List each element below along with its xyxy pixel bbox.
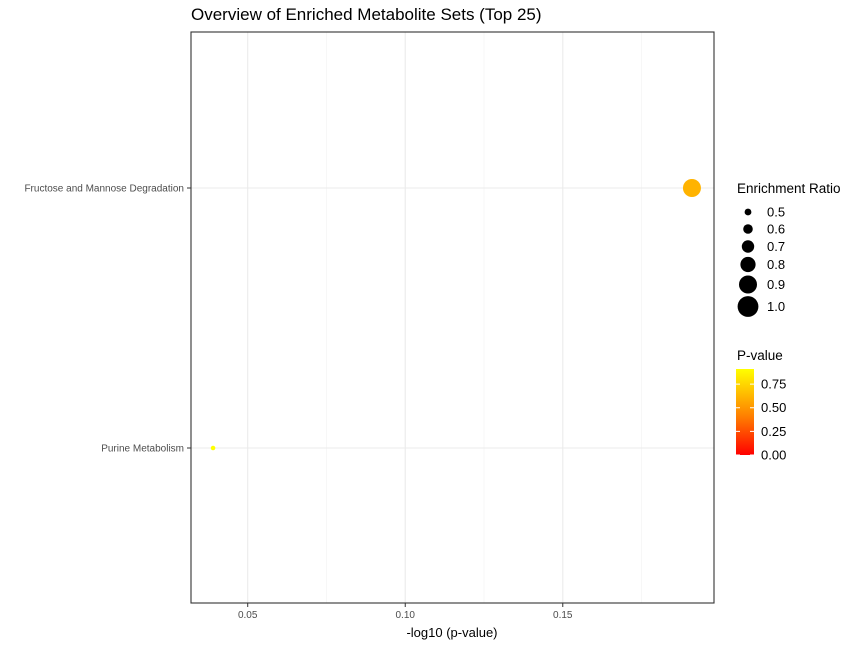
y-axis: Fructose and Mannose Degradation Purine M… <box>24 184 191 455</box>
color-legend-label: 0.25 <box>761 424 786 439</box>
size-legend-key <box>744 208 752 216</box>
chart-title: Overview of Enriched Metabolite Sets (To… <box>191 5 542 24</box>
plot-border <box>190 31 715 604</box>
y-tick-label: Purine Metabolism <box>101 444 184 455</box>
color-legend: P-value 0.00 0.25 0.50 0.75 <box>736 348 786 463</box>
color-legend-title: P-value <box>737 348 783 363</box>
y-tick-label: Fructose and Mannose Degradation <box>24 184 184 195</box>
plot-background <box>191 32 714 603</box>
size-legend-key <box>740 256 756 273</box>
size-legend-label: 0.5 <box>767 205 785 220</box>
size-legend-key <box>739 275 757 294</box>
size-legend-label: 0.9 <box>767 277 785 292</box>
size-legend-key <box>743 224 753 234</box>
plot-panel <box>190 31 715 604</box>
size-legend: Enrichment Ratio 0.5 0.6 0.7 0.8 0.9 1.0 <box>737 181 841 317</box>
data-point <box>682 179 701 197</box>
data-point <box>210 445 216 451</box>
size-legend-label: 0.6 <box>767 222 785 237</box>
x-tick-label: 0.05 <box>238 610 258 621</box>
x-axis: 0.05 0.10 0.15 <box>238 603 573 621</box>
size-legend-key <box>741 240 755 253</box>
color-legend-label: 0.75 <box>761 377 786 392</box>
size-legend-title: Enrichment Ratio <box>737 181 841 196</box>
x-axis-title: -log10 (p-value) <box>406 625 497 640</box>
x-tick-label: 0.15 <box>553 610 573 621</box>
data-points <box>210 179 701 451</box>
size-legend-label: 0.7 <box>767 239 785 254</box>
grid-lines <box>191 32 714 603</box>
size-legend-label: 0.8 <box>767 257 785 272</box>
size-legend-label: 1.0 <box>767 299 785 314</box>
x-tick-label: 0.10 <box>396 610 416 621</box>
size-legend-key <box>737 296 759 317</box>
color-legend-bar <box>736 369 754 455</box>
color-legend-label: 0.50 <box>761 400 786 415</box>
color-legend-label: 0.00 <box>761 448 786 463</box>
